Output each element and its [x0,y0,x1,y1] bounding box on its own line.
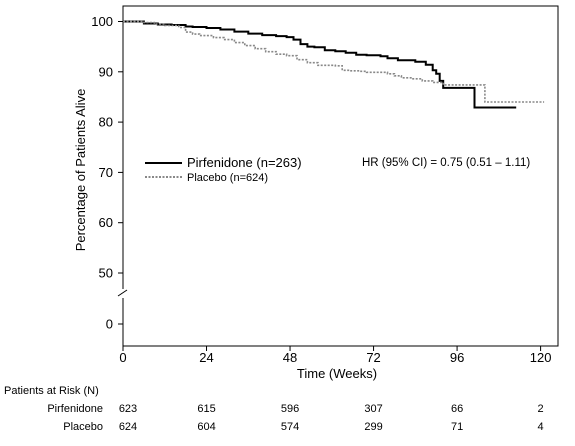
risk-value: 624 [119,421,137,433]
y-tick-label: 80 [99,115,113,130]
x-tick-label: 96 [450,350,464,365]
series-line-placebo [123,20,545,103]
risk-value: 307 [364,403,382,415]
x-axis-ticks: 0 24 48 72 96 120 [119,346,551,365]
x-axis-label: Time (Weeks) [297,366,377,381]
risk-value: 615 [197,403,215,415]
risk-value: 623 [119,403,137,415]
risk-value: 71 [451,421,463,433]
risk-value: 299 [364,421,382,433]
risk-value: 604 [197,421,215,433]
x-tick-label: 120 [530,350,552,365]
risk-table-title: Patients at Risk (N) [4,385,99,397]
series-line-pirfenidone [123,20,517,109]
risk-value: 574 [281,421,299,433]
series-layer [123,20,545,109]
y-tick-label: 0 [106,317,113,332]
risk-value: 66 [451,403,463,415]
plot-frame [122,5,559,347]
legend-label-placebo: Placebo (n=624) [187,172,268,184]
risk-value: 4 [538,421,544,433]
y-tick-label: 70 [99,165,113,180]
x-tick-label: 24 [199,350,213,365]
risk-value: 596 [281,403,299,415]
x-tick-label: 48 [283,350,297,365]
y-tick-label: 50 [99,266,113,281]
hazard-ratio-annotation: HR (95% CI) = 0.75 (0.51 – 1.11) [362,157,530,169]
y-axis-label: Percentage of Patients Alive [73,89,88,252]
risk-value: 2 [538,403,544,415]
x-tick-label: 0 [119,350,126,365]
y-axis-break [117,289,128,298]
risk-row-label-pirfenidone: Pirfenidone [47,403,103,415]
y-tick-label: 60 [99,215,113,230]
legend-label-pirfenidone: Pirfenidone (n=263) [187,155,302,170]
legend: Pirfenidone (n=263) Placebo (n=624) [145,155,302,184]
y-tick-label: 90 [99,64,113,79]
risk-row-label-placebo: Placebo [63,421,103,433]
y-axis-ticks: 0 50 60 70 80 90 100 [91,14,123,332]
y-tick-label: 100 [91,14,113,29]
risk-values: 623 615 596 307 66 2 624 604 574 299 71 4 [119,403,544,433]
x-tick-label: 72 [366,350,380,365]
